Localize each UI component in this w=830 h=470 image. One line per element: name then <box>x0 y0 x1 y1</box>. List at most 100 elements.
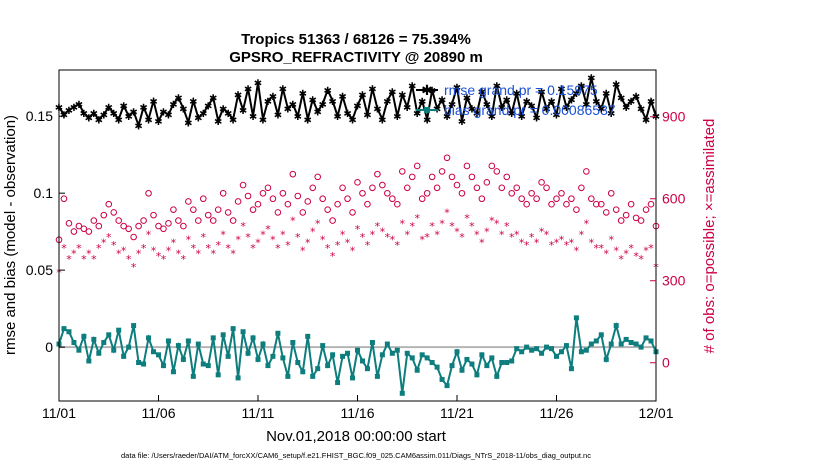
rmse-point: ✱ <box>234 91 242 102</box>
bias-point <box>350 375 356 381</box>
possible-obs-point <box>165 220 172 227</box>
rmse-point: ✱ <box>129 108 137 119</box>
y2-tick-label: 0 <box>662 355 670 371</box>
assimilated-obs-point: * <box>310 226 316 239</box>
bias-point <box>225 353 231 359</box>
rmse-point: ✱ <box>105 103 113 114</box>
possible-obs-point <box>374 170 381 178</box>
rmse-point: ✱ <box>289 100 297 111</box>
possible-obs-point <box>398 168 406 175</box>
rmse-point: ✱ <box>179 104 187 115</box>
assimilated-obs-point: * <box>106 231 112 244</box>
possible-obs-point <box>523 200 530 208</box>
rmse-point: ✱ <box>508 109 516 120</box>
bias-point <box>200 361 206 367</box>
assimilated-obs-point: * <box>245 231 251 244</box>
rmse-point: ✱ <box>517 112 525 123</box>
rmse-point: ✱ <box>204 101 212 112</box>
bias-point <box>215 372 221 378</box>
possible-obs-point <box>354 179 361 186</box>
rmse-point: ✱ <box>503 95 511 106</box>
assimilated-obs-point: * <box>220 228 226 241</box>
rmse-point: ✱ <box>323 86 331 97</box>
y-axis-label: rmse and bias (model - observation) <box>2 115 19 355</box>
bias-point <box>414 367 420 373</box>
assimilated-obs-point: * <box>623 247 629 260</box>
rmse-point: ✱ <box>368 84 376 95</box>
legend: ✱ rmse grand pr = 0.15975 bias grand pr … <box>416 82 616 118</box>
assimilated-obs-point: * <box>305 236 311 249</box>
assimilated-obs-point: * <box>215 239 221 252</box>
assimilated-obs-point: * <box>489 215 495 228</box>
bias-point <box>459 367 465 373</box>
bias-point <box>534 346 540 352</box>
rmse-point: ✱ <box>264 97 272 108</box>
x-tick-label: 11/01 <box>42 405 76 421</box>
bias-point <box>509 358 515 364</box>
assimilated-obs-point: * <box>419 234 425 247</box>
possible-obs-point <box>65 220 73 227</box>
rmse-point: ✱ <box>363 111 371 122</box>
possible-obs-point <box>309 184 317 192</box>
possible-obs-point <box>214 206 222 213</box>
assimilated-obs-point: * <box>156 250 162 263</box>
assimilated-obs-point: * <box>380 226 386 239</box>
rmse-point: ✱ <box>552 111 560 122</box>
x-tick-label: 11/26 <box>540 405 574 421</box>
possible-obs-point <box>364 200 371 208</box>
bias-point <box>240 329 246 335</box>
possible-obs-point <box>632 214 640 222</box>
bias-point <box>444 383 450 389</box>
possible-obs-point <box>199 195 207 203</box>
possible-obs-point <box>269 195 277 203</box>
assimilated-obs-point: * <box>613 245 619 258</box>
possible-obs-point <box>468 173 476 181</box>
possible-obs-point <box>125 225 132 233</box>
data-file-footnote: data file: /Users/raeder/DAI/ATM_forcXX/… <box>121 451 591 460</box>
bias-point <box>454 349 460 355</box>
rmse-point: ✱ <box>428 86 436 97</box>
bias-point <box>335 380 341 386</box>
assimilated-obs-point: * <box>539 226 545 239</box>
assimilated-obs-point: * <box>225 242 231 255</box>
assimilated-obs-point: * <box>81 253 87 266</box>
rmse-point: ✱ <box>622 103 630 114</box>
y-tick-label: 0.1 <box>34 185 54 201</box>
bias-point <box>106 332 112 338</box>
x-tick-label: 11/16 <box>341 405 375 421</box>
rmse-point: ✱ <box>408 81 416 92</box>
possible-obs-point <box>558 189 565 197</box>
possible-obs-point <box>418 195 426 203</box>
assimilated-obs-point: * <box>71 247 77 260</box>
x-axis-label: Nov.01,2018 00:00:00 start <box>266 428 447 445</box>
rmse-point: ✱ <box>473 109 481 120</box>
rmse-point: ✱ <box>547 97 555 108</box>
rmse-point: ✱ <box>527 101 535 112</box>
rmse-point: ✱ <box>458 117 466 128</box>
assimilated-obs-point: * <box>504 220 510 233</box>
possible-obs-point <box>548 200 555 208</box>
assimilated-obs-point: * <box>385 231 391 244</box>
rmse-point: ✱ <box>582 100 590 111</box>
assimilated-obs-point: * <box>86 247 92 260</box>
bias-point <box>489 355 495 361</box>
bias-point <box>265 363 271 369</box>
bias-point <box>245 350 251 356</box>
assimilated-obs-point: * <box>628 242 634 255</box>
assimilated-obs-point: * <box>146 228 152 241</box>
assimilated-obs-point: * <box>608 234 614 247</box>
rmse-point: ✱ <box>124 112 132 123</box>
assimilated-obs-point: * <box>429 220 435 233</box>
possible-obs-point <box>299 209 307 216</box>
obs-series: *** * ** * ** * *** **** *** * **** *** *** **** *****… <box>55 154 660 280</box>
rmse-point: ✱ <box>383 97 391 108</box>
possible-obs-point <box>617 217 625 224</box>
rmse-point: ✱ <box>637 104 645 115</box>
possible-obs-point <box>349 209 356 216</box>
possible-obs-point <box>637 217 645 224</box>
rmse-point: ✱ <box>100 111 108 122</box>
y2-axis-ticks: 0 300 600 900 <box>650 109 686 371</box>
bias-point <box>424 355 430 361</box>
bias-point <box>539 350 545 356</box>
bias-point <box>439 376 445 382</box>
